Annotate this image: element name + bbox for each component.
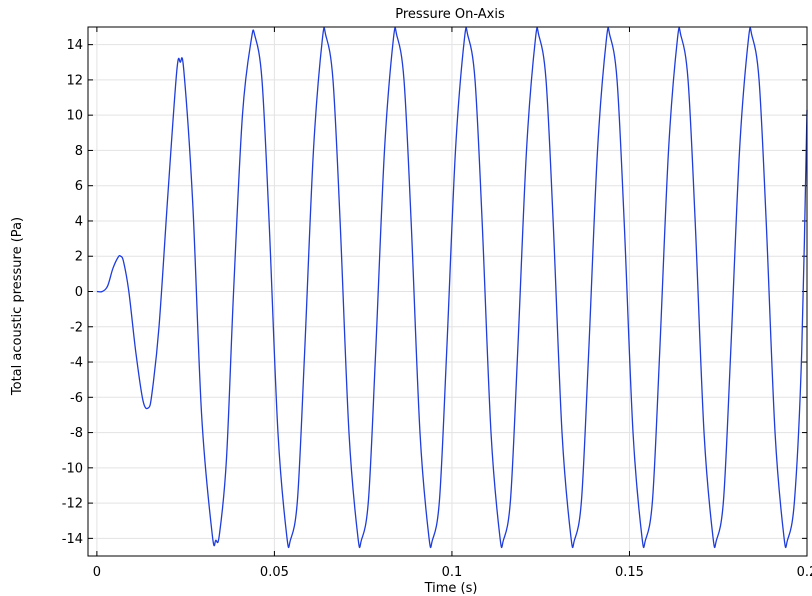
y-tick-label: -10 (62, 461, 83, 476)
x-tick-label: 0.15 (615, 565, 644, 580)
y-tick-label: 12 (66, 73, 83, 88)
y-tick-label: 14 (66, 38, 83, 53)
y-tick-label: -14 (62, 532, 83, 547)
series-layer (96, 27, 808, 549)
x-tick-label: 0 (93, 565, 101, 580)
y-tick-label: -4 (70, 356, 83, 371)
y-tick-label: 2 (75, 250, 83, 265)
y-tick-label: -12 (62, 497, 83, 512)
x-tick-label: 0.05 (260, 565, 289, 580)
chart-title: Pressure On-Axis (395, 7, 505, 22)
y-tick-label: -2 (70, 320, 83, 335)
x-tick-label: 0.1 (442, 565, 463, 580)
x-axis-ticks: 0 0.05 0.1 0.15 0.2 (93, 27, 812, 580)
pressure-series-line (96, 27, 808, 549)
plot-frame (87, 26, 808, 557)
y-tick-label: 4 (75, 214, 83, 229)
x-axis-title: Time (s) (424, 581, 478, 596)
y-tick-label: 6 (75, 179, 83, 194)
grid-lines (88, 27, 808, 556)
y-tick-label: -8 (70, 426, 83, 441)
y-tick-label: -6 (70, 391, 83, 406)
y-axis-title: Total acoustic pressure (Pa) (10, 217, 25, 396)
y-tick-label: 10 (66, 109, 83, 124)
y-tick-label: 0 (75, 285, 83, 300)
y-axis-ticks: -14 -12 -10 -8 -6 -4 -2 0 2 4 6 8 10 12 14 (62, 38, 807, 547)
x-tick-label: 0.2 (797, 565, 812, 580)
y-tick-label: 8 (75, 144, 83, 159)
